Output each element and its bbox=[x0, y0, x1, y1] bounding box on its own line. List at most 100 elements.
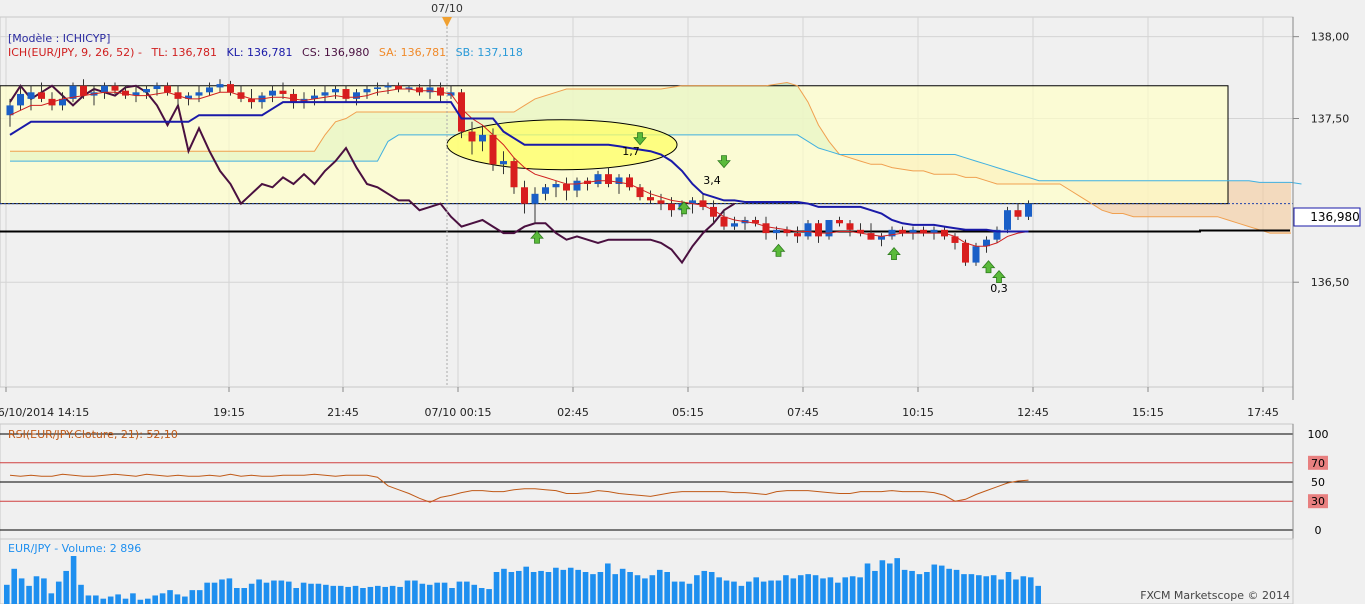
legend-kl: KL: 136,781 bbox=[226, 46, 292, 59]
candle-bull bbox=[185, 95, 192, 99]
volume-bar bbox=[716, 577, 722, 604]
cloud-segment bbox=[1259, 182, 1270, 234]
up-arrow-icon bbox=[981, 260, 996, 274]
chikou-span-line bbox=[9, 84, 736, 265]
volume-bar bbox=[686, 583, 693, 604]
volume-bar bbox=[464, 581, 470, 604]
candle-bull bbox=[878, 236, 885, 240]
candle-bull bbox=[930, 229, 938, 234]
volume-bar bbox=[382, 586, 389, 604]
candle-bull bbox=[773, 229, 780, 234]
candle-bull bbox=[531, 193, 539, 204]
volume-bar bbox=[389, 585, 396, 604]
volume-bar bbox=[790, 578, 797, 604]
volume-bar bbox=[545, 572, 552, 604]
kijun-line bbox=[9, 101, 1029, 233]
rsi-tick-label: 30 bbox=[1311, 495, 1325, 508]
legend-sb: SB: 137,118 bbox=[456, 46, 523, 59]
rsi-tick-label: 50 bbox=[1311, 476, 1325, 489]
volume-bar bbox=[48, 593, 55, 604]
candle-bull bbox=[993, 229, 1001, 240]
volume-bar bbox=[426, 584, 433, 604]
candle-bull bbox=[972, 246, 980, 263]
candle-bear bbox=[395, 85, 402, 90]
model-label: [Modèle : ICHICYP] bbox=[8, 32, 110, 45]
volume-bar bbox=[159, 593, 166, 604]
volume-bar bbox=[263, 582, 270, 604]
candle-bull bbox=[59, 98, 66, 106]
candle-bull bbox=[321, 92, 329, 96]
volume-bar bbox=[449, 588, 455, 604]
volume-bar bbox=[412, 580, 418, 604]
candle-bull bbox=[101, 85, 108, 93]
time-label: 06/10/2014 14:15 bbox=[0, 406, 89, 419]
tenkan-line bbox=[9, 88, 1029, 247]
rsi-label: RSI(EUR/JPY.Cloture, 21): 52,10 bbox=[8, 428, 178, 441]
volume-bar bbox=[864, 563, 871, 604]
candle-bull bbox=[17, 93, 24, 106]
time-label: 17:45 bbox=[1247, 406, 1279, 419]
annotation-label-2: 3,4 bbox=[703, 174, 721, 187]
volume-bar bbox=[916, 574, 923, 604]
candle-bear bbox=[626, 177, 633, 188]
volume-bar bbox=[746, 581, 752, 604]
up-arrow-icon bbox=[530, 230, 544, 244]
volume-bar bbox=[797, 575, 804, 604]
candle-bear bbox=[489, 134, 497, 165]
rsi-tick-bg bbox=[1308, 455, 1328, 470]
volume-bar bbox=[909, 570, 915, 604]
time-label: 05:15 bbox=[672, 406, 704, 419]
candle-bull bbox=[1025, 203, 1032, 217]
volume-bar bbox=[130, 593, 136, 604]
volume-bar bbox=[694, 575, 700, 604]
candle-bear bbox=[699, 200, 707, 207]
legend-cs: CS: 136,980 bbox=[302, 46, 369, 59]
volume-bar bbox=[226, 578, 233, 604]
time-label: 02:45 bbox=[557, 406, 589, 419]
volume-bar bbox=[441, 582, 448, 604]
rsi-tick-label: 100 bbox=[1308, 428, 1329, 441]
volume-bar bbox=[708, 572, 715, 604]
volume-bar bbox=[649, 575, 656, 604]
volume-bar bbox=[115, 594, 121, 604]
time-axis: 06/10/2014 14:15 19:15 21:45 07/10 00:15 02:… bbox=[0, 387, 1279, 419]
down-arrow-icon bbox=[717, 155, 731, 169]
volume-bar bbox=[879, 560, 886, 604]
candle-bull bbox=[552, 183, 560, 188]
volume-bar bbox=[723, 580, 730, 604]
candle-bull bbox=[983, 239, 990, 247]
volume-bar bbox=[234, 588, 240, 604]
volume-bar bbox=[293, 588, 299, 604]
volume-bar bbox=[434, 582, 440, 604]
volume-bar bbox=[55, 581, 62, 604]
candle-bull bbox=[909, 229, 917, 234]
candle-bull bbox=[374, 87, 381, 90]
volume-bar bbox=[256, 579, 262, 604]
candle-bear bbox=[867, 233, 875, 240]
time-label: 15:15 bbox=[1132, 406, 1164, 419]
time-label: 19:15 bbox=[213, 406, 245, 419]
annotation-label-1: 1,7 bbox=[622, 145, 640, 158]
candle-bear bbox=[857, 229, 864, 234]
volume-bar bbox=[397, 586, 403, 604]
candle-bull bbox=[69, 85, 77, 99]
candle-bull bbox=[615, 177, 623, 184]
watermark: FXCM Marketscope © 2014 bbox=[1140, 589, 1290, 602]
time-label: 07:45 bbox=[787, 406, 819, 419]
volume-bar bbox=[85, 595, 92, 604]
volume-bar bbox=[78, 584, 84, 604]
volume-bar bbox=[612, 574, 619, 604]
candle-bull bbox=[1004, 210, 1011, 230]
volume-bar bbox=[367, 586, 374, 604]
candle-bear bbox=[794, 233, 801, 237]
volume-bar bbox=[738, 585, 745, 604]
volume-bar bbox=[857, 577, 863, 604]
volume-bar bbox=[931, 564, 938, 604]
volume-bar bbox=[352, 585, 359, 604]
volume-bar bbox=[538, 570, 544, 604]
volume-bar bbox=[100, 598, 107, 604]
candle-bull bbox=[311, 95, 318, 99]
volume-bar bbox=[731, 581, 737, 604]
volume-bar bbox=[894, 558, 900, 604]
